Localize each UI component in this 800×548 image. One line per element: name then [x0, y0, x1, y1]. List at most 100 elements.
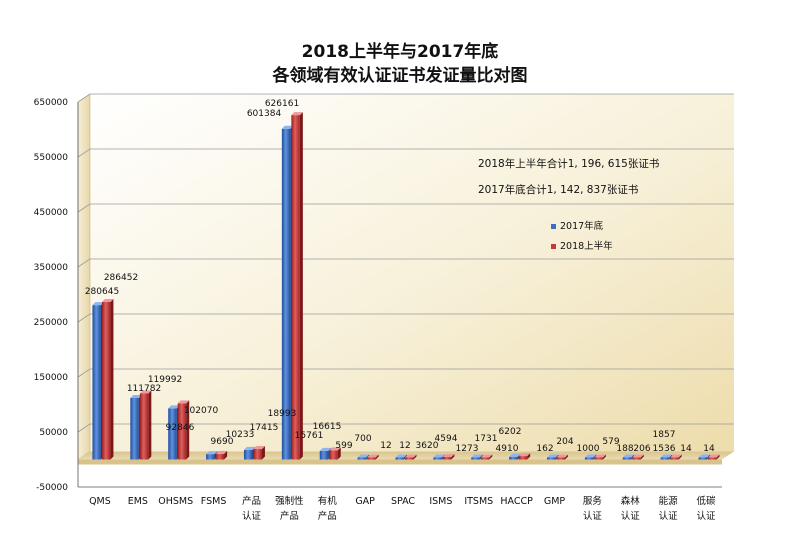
data-label: 206: [633, 444, 650, 454]
bar: [442, 456, 452, 460]
bar-side: [413, 454, 417, 460]
x-category-label: 强制性: [275, 495, 304, 507]
data-label: 14: [680, 444, 692, 454]
x-category-label: ITSMS: [464, 496, 493, 507]
x-category-label: SPAC: [391, 496, 415, 507]
bar: [319, 450, 329, 460]
bar-top: [281, 125, 294, 129]
bar-top: [243, 446, 256, 450]
bar-top: [168, 405, 180, 409]
bar-side: [640, 454, 644, 460]
x-category-label: HACCP: [500, 496, 533, 507]
bar-side: [716, 454, 720, 460]
bar: [177, 403, 187, 460]
legend-label: 2017年底: [560, 220, 604, 232]
data-label: 17415: [250, 423, 279, 433]
bar-side: [451, 453, 455, 460]
y-tick-label: 50000: [39, 428, 68, 438]
data-label: 162: [536, 444, 553, 454]
data-label: 1536: [653, 444, 676, 454]
chart-title-line-1: 2018上半年与2017年底: [301, 42, 499, 62]
data-label: 286452: [104, 273, 138, 283]
bar-top: [206, 451, 218, 455]
bar-top: [395, 454, 407, 458]
bar-top: [556, 454, 569, 458]
bar-top: [405, 454, 417, 458]
data-label: 3620: [416, 441, 439, 451]
bar: [101, 301, 111, 460]
bar: [253, 449, 262, 460]
bar: [433, 457, 442, 460]
data-label: 9690: [211, 437, 234, 447]
gridline: [77, 93, 734, 103]
bar: [509, 456, 518, 460]
x-category-label: 认证: [621, 510, 641, 522]
data-label: 14: [703, 444, 715, 454]
x-category-label: OHSMS: [158, 496, 193, 507]
gridline: [77, 258, 734, 268]
bar-side: [337, 447, 341, 460]
bar: [130, 398, 139, 460]
bar-top: [319, 447, 332, 451]
bar-side: [375, 454, 379, 460]
bar-top: [433, 454, 445, 458]
x-category-label: 认证: [697, 510, 717, 522]
bar: [92, 305, 101, 460]
bar: [584, 457, 594, 460]
x-category-label: 森林: [621, 495, 641, 507]
gridline: [77, 148, 734, 158]
chart-floor-front: [78, 459, 722, 465]
gridline: [77, 423, 734, 433]
bar-top: [698, 454, 711, 458]
bar-top: [584, 454, 597, 458]
bar-side: [565, 454, 569, 460]
x-category-label: 认证: [659, 510, 679, 522]
y-tick-label: 650000: [34, 98, 69, 108]
bar-top: [660, 454, 673, 458]
bar-side: [186, 400, 190, 460]
bar-top: [101, 298, 114, 302]
bar-side: [110, 298, 114, 460]
legend-swatch: [551, 244, 556, 249]
chart-back-wall: [90, 94, 734, 452]
bar-top: [480, 454, 493, 458]
x-category-label: EMS: [128, 496, 148, 507]
x-category-label: GAP: [355, 496, 375, 507]
bar-top: [442, 453, 455, 457]
x-category-label: 服务: [583, 495, 603, 507]
bar-top: [594, 454, 606, 458]
x-category-label: FSMS: [201, 496, 227, 507]
x-category-label: 低碳: [697, 495, 717, 507]
bar: [670, 457, 679, 460]
bar-top: [177, 400, 190, 404]
bar: [168, 408, 177, 460]
data-label: 92846: [166, 423, 195, 433]
data-label: 579: [602, 437, 619, 447]
bar: [329, 450, 338, 460]
data-label: 12: [380, 441, 391, 451]
bar-top: [215, 450, 228, 454]
data-label: 102070: [184, 406, 219, 416]
total-annotation: 2017年底合计1, 142, 837张证书: [478, 183, 638, 196]
bar: [206, 454, 215, 460]
bar-side: [299, 112, 303, 460]
data-label: 4910: [496, 444, 519, 454]
bar-top: [622, 454, 635, 458]
data-label: 1273: [456, 444, 479, 454]
data-label: 188: [616, 444, 633, 454]
x-category-label: 产品: [318, 510, 337, 522]
gridline: [77, 203, 734, 213]
y-tick-label: 550000: [34, 153, 69, 163]
y-tick-label: 450000: [34, 208, 69, 218]
legend-label: 2018上半年: [560, 240, 613, 252]
y-tick-label: -50000: [36, 483, 68, 493]
bar: [471, 457, 480, 460]
bar: [357, 457, 367, 460]
data-label: 15761: [295, 431, 324, 441]
total-annotation: 2018年上半年合计1, 196, 615张证书: [478, 157, 659, 170]
bar: [556, 457, 566, 460]
bar: [622, 457, 632, 460]
bar: [660, 457, 670, 460]
